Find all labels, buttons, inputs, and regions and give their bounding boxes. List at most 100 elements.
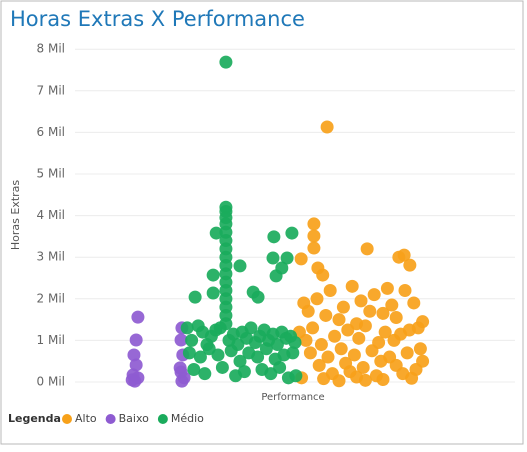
point	[215, 360, 229, 374]
point	[267, 230, 281, 244]
legend-label: Alto	[75, 412, 97, 425]
point	[332, 313, 346, 327]
point	[275, 261, 289, 275]
y-tick-label: 8 Mil	[37, 42, 65, 56]
point	[129, 358, 143, 372]
chart-title: Horas Extras X Performance	[10, 7, 305, 31]
point	[380, 281, 394, 295]
y-tick-label: 5 Mil	[37, 167, 65, 181]
point	[307, 229, 321, 243]
point	[294, 252, 308, 266]
point	[402, 323, 416, 337]
point	[131, 310, 145, 324]
point	[219, 55, 233, 69]
point	[378, 325, 392, 339]
point	[345, 279, 359, 293]
point	[289, 369, 303, 383]
point	[360, 242, 374, 256]
point	[398, 283, 412, 297]
point	[174, 365, 188, 379]
point	[405, 371, 419, 385]
point	[188, 290, 202, 304]
point	[334, 342, 348, 356]
point	[358, 373, 372, 387]
legend-marker	[105, 414, 116, 424]
x-axis-title: Performance	[261, 392, 324, 403]
point	[407, 296, 421, 310]
y-tick-label: 6 Mil	[37, 125, 65, 139]
point	[376, 373, 390, 387]
point	[320, 120, 334, 134]
point	[285, 226, 299, 240]
point	[336, 300, 350, 314]
point	[332, 374, 346, 388]
point	[211, 348, 225, 362]
frame	[0, 0, 524, 445]
point	[367, 288, 381, 302]
point	[416, 315, 430, 329]
legend-marker	[62, 414, 72, 424]
point	[397, 248, 411, 262]
point	[237, 365, 251, 379]
y-tick-label: 7 Mil	[37, 83, 65, 97]
point	[310, 292, 324, 306]
legend-label: Médio	[171, 412, 204, 425]
point	[233, 259, 247, 273]
point	[174, 333, 188, 347]
y-tick-label: 2 Mil	[37, 291, 65, 305]
point	[317, 372, 331, 386]
point	[303, 346, 317, 360]
point	[352, 331, 366, 345]
point	[233, 354, 247, 368]
y-tick-label: 3 Mil	[37, 250, 65, 264]
point	[413, 342, 427, 356]
point	[193, 350, 207, 364]
point	[182, 346, 196, 360]
point	[319, 308, 333, 322]
point	[259, 342, 273, 356]
point	[358, 319, 372, 333]
point	[198, 367, 212, 381]
point	[389, 311, 403, 325]
point	[385, 298, 399, 312]
point	[251, 350, 265, 364]
point	[314, 338, 328, 352]
point	[307, 241, 321, 255]
point	[312, 358, 326, 372]
point	[374, 354, 388, 368]
point	[244, 321, 258, 335]
point	[316, 268, 330, 282]
point	[185, 333, 199, 347]
point	[224, 344, 238, 358]
point	[356, 360, 370, 374]
legend-label: Baixo	[119, 412, 150, 425]
y-axis-title: Horas Extras	[9, 180, 22, 251]
point	[251, 290, 265, 304]
point	[307, 217, 321, 231]
point	[376, 306, 390, 320]
point	[306, 321, 320, 335]
point	[400, 346, 414, 360]
point	[354, 294, 368, 308]
point	[288, 335, 302, 349]
y-tick-label: 4 Mil	[37, 208, 65, 222]
y-tick-label: 1 Mil	[37, 333, 65, 347]
point	[266, 251, 280, 265]
point	[363, 304, 377, 318]
point	[323, 283, 337, 297]
point	[273, 360, 287, 374]
point	[206, 286, 220, 300]
point	[328, 329, 342, 343]
point	[365, 344, 379, 358]
point	[403, 258, 417, 272]
point	[321, 350, 335, 364]
point	[280, 251, 294, 265]
point	[299, 333, 313, 347]
point	[286, 346, 300, 360]
point	[347, 348, 361, 362]
point	[180, 321, 194, 335]
point	[213, 321, 227, 335]
point	[127, 348, 141, 362]
legend-marker	[157, 414, 168, 424]
